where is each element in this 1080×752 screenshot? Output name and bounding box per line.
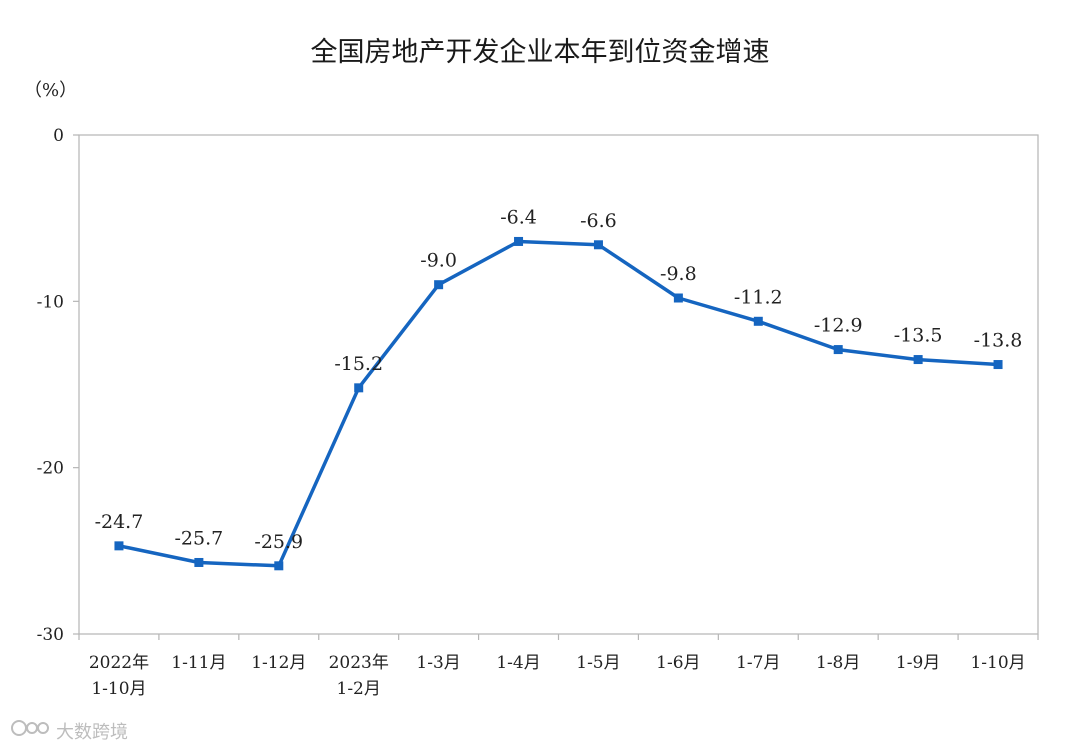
x-tick-label: 1-3月 — [416, 653, 460, 673]
data-point-marker — [833, 345, 843, 355]
logo-icon — [10, 718, 50, 743]
x-tick-label: 1-9月 — [896, 653, 940, 673]
data-labels: -24.7 -25.7 -25.9 -15.2 -9.0 -6.4 -6.6 -9.8 -11.… — [95, 206, 1023, 552]
data-point-marker — [913, 355, 923, 365]
x-tick-label: 1-10月 — [970, 653, 1025, 673]
y-tick-label: 0 — [53, 126, 64, 146]
watermark: 大数跨境 — [10, 718, 128, 744]
y-unit-label: （%） — [24, 80, 78, 101]
data-label: -15.2 — [334, 353, 383, 375]
x-tick-label: 2022年 — [89, 653, 149, 673]
data-point-marker — [354, 383, 364, 393]
y-tick-label: -30 — [37, 625, 64, 645]
data-label: -11.2 — [734, 286, 783, 308]
data-point-marker — [993, 360, 1003, 370]
x-tick-label: 1-7月 — [736, 653, 780, 673]
x-tick-label: 1-10月 — [91, 679, 146, 699]
data-label: -24.7 — [95, 511, 144, 533]
x-tick-label: 1-12月 — [251, 653, 306, 673]
data-label: -13.5 — [894, 325, 943, 347]
data-label: -12.9 — [814, 315, 863, 337]
data-label: -13.8 — [974, 330, 1023, 352]
y-axis: 0 -10 -20 -30 — [37, 126, 79, 645]
series — [114, 236, 1003, 571]
data-point-marker — [673, 293, 683, 303]
x-tick-label: 1-6月 — [656, 653, 700, 673]
watermark-text: 大数跨境 — [56, 722, 128, 743]
data-point-marker — [514, 236, 524, 246]
x-tick-label: 1-11月 — [171, 653, 226, 673]
data-point-marker — [274, 561, 284, 571]
data-label: -6.6 — [580, 210, 617, 232]
x-tick-label: 1-5月 — [576, 653, 620, 673]
series-line — [118, 239, 999, 568]
x-tick-label: 1-4月 — [496, 653, 540, 673]
data-label: -6.4 — [500, 206, 537, 228]
data-point-marker — [753, 316, 763, 326]
data-label: -25.9 — [254, 531, 303, 553]
x-tick-label: 2023年 — [329, 653, 389, 673]
x-axis: 2022年 1-10月 1-11月 1-12月 2023年 1-2月 1-3月 1-4月 1-5… — [78, 634, 1039, 699]
x-tick-label: 1-8月 — [816, 653, 860, 673]
data-point-marker — [194, 557, 204, 567]
chart-title: 全国房地产开发企业本年到位资金增速 — [310, 37, 770, 68]
data-point-marker — [593, 240, 603, 250]
y-tick-label: -10 — [37, 292, 64, 312]
data-point-marker — [114, 541, 124, 551]
y-tick-label: -20 — [37, 459, 64, 479]
data-label: -9.8 — [660, 263, 697, 285]
x-tick-label: 1-2月 — [337, 679, 381, 699]
data-label: -25.7 — [175, 527, 224, 549]
plot-area-frame — [78, 134, 1039, 635]
data-label: -9.0 — [420, 250, 457, 272]
data-point-marker — [434, 280, 444, 290]
